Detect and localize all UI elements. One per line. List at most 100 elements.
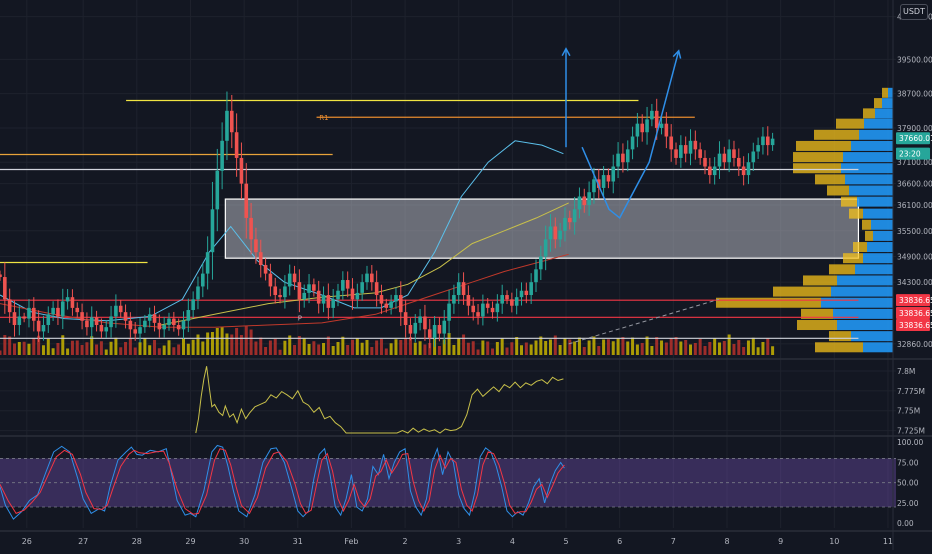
volume-bar — [520, 345, 524, 355]
candle-body — [152, 314, 157, 323]
profile-bar-blue — [831, 286, 893, 297]
obv-line — [195, 366, 564, 434]
profile-bar-blue — [851, 331, 893, 342]
volume-bar — [46, 338, 50, 355]
candle-body — [138, 327, 142, 334]
profile-bar-gold — [803, 275, 837, 286]
volume-bar — [476, 349, 480, 355]
volume-bar — [51, 348, 55, 355]
candle-body — [650, 110, 654, 120]
candle-body — [466, 295, 471, 306]
x-tick-label: 5 — [563, 537, 568, 546]
candle-body — [278, 295, 282, 298]
candle-body — [572, 209, 577, 223]
profile-bar-blue — [837, 320, 893, 331]
volume-bar — [447, 333, 451, 355]
profile-bar-blue — [841, 163, 893, 174]
candle-body — [746, 162, 751, 176]
candle-body — [70, 297, 75, 308]
candle-body — [452, 295, 456, 304]
candle-body — [674, 149, 678, 158]
stoch-tick-label: 25.00 — [897, 499, 919, 508]
candle-body — [621, 153, 625, 163]
currency-badge[interactable]: USDT — [900, 4, 928, 20]
candle-body — [582, 196, 587, 206]
volume-bar — [573, 341, 577, 355]
candle-body — [287, 273, 292, 287]
candle-body — [732, 149, 736, 158]
profile-bar-gold — [793, 163, 841, 174]
candle-body — [186, 310, 191, 321]
volume-bar — [235, 328, 239, 355]
candle-body — [495, 303, 500, 313]
candle-body — [664, 123, 669, 137]
volume-bar — [544, 341, 548, 355]
zone-layer — [224, 198, 860, 259]
candle-body — [659, 123, 664, 128]
profile-bar-blue — [882, 98, 893, 109]
profile-bar-gold — [773, 286, 831, 297]
candle-body — [611, 166, 616, 182]
volume-bar — [370, 347, 374, 355]
candle-body — [403, 312, 408, 326]
candle-body — [432, 325, 437, 338]
price-tick-label: 37900.00 — [897, 124, 932, 133]
volume-bar — [732, 344, 736, 355]
volume-bar — [418, 341, 422, 355]
candle-body — [756, 145, 760, 152]
profile-bar-gold — [716, 297, 821, 308]
forecast-arrow-head — [672, 49, 682, 59]
volume-bar — [471, 341, 475, 355]
candle-body — [485, 303, 490, 308]
volume-bar — [186, 343, 190, 355]
volume-bar — [408, 337, 412, 355]
volume-bar — [481, 340, 485, 355]
profile-bar-gold — [882, 87, 888, 98]
volume-bar — [27, 343, 31, 355]
obv-pane — [195, 366, 564, 434]
candle-body — [418, 316, 422, 323]
candle-body — [765, 136, 770, 146]
volume-bar — [273, 339, 277, 355]
volume-bar — [568, 339, 572, 355]
volume-bar — [177, 344, 181, 355]
x-tick-label: 10 — [829, 537, 839, 546]
candle-body — [133, 329, 138, 334]
volume-bar — [355, 338, 359, 355]
volume-bar — [307, 344, 311, 355]
volume-bar — [172, 347, 176, 355]
volume-bar — [90, 336, 94, 355]
profile-bar-blue — [863, 253, 893, 264]
volume-bar — [365, 340, 369, 355]
candle-body — [46, 314, 51, 326]
candle-body — [258, 252, 263, 266]
candle-body — [36, 320, 41, 332]
stoch-line — [0, 448, 565, 515]
candle-body — [548, 226, 553, 240]
candle-body — [0, 274, 2, 278]
dashed-trend-line — [568, 298, 720, 345]
volume-bar — [336, 342, 340, 355]
volume-bar — [495, 342, 499, 355]
candle-body — [461, 282, 466, 296]
profile-bar-blue — [863, 342, 893, 353]
volume-bar — [109, 341, 113, 355]
candle-body — [635, 123, 640, 137]
stoch-tick-label: 75.00 — [897, 458, 919, 467]
candle-body — [717, 153, 722, 167]
candle-body — [316, 290, 321, 304]
volume-bar — [394, 339, 398, 355]
candle-body — [510, 299, 514, 306]
profile-bar-blue — [855, 264, 893, 275]
candle-body — [592, 179, 596, 193]
volume-bar — [206, 332, 210, 355]
volume-bar — [669, 338, 673, 355]
volume-bar — [689, 344, 693, 355]
volume-bar — [766, 338, 770, 355]
candle-body — [27, 307, 31, 319]
candle-body — [471, 305, 476, 313]
profile-bar-gold — [853, 242, 867, 253]
candle-body — [374, 282, 379, 296]
